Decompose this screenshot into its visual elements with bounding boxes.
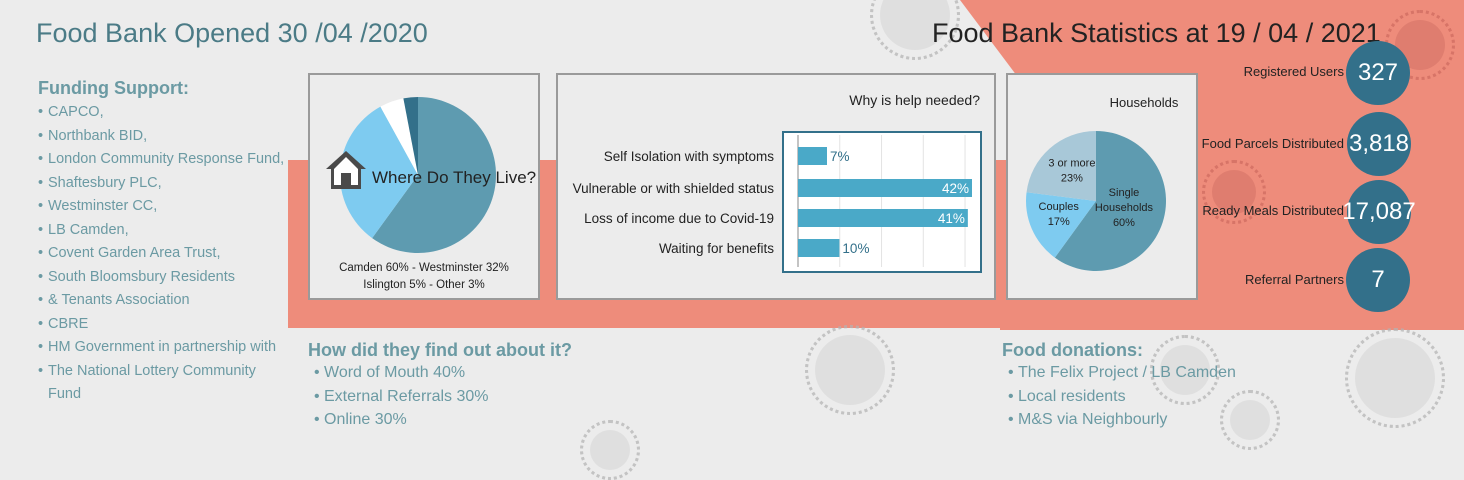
stat-value-food-parcels: 3,818 <box>1347 112 1411 176</box>
funding-list: CAPCO, Northbank BID, London Community R… <box>38 101 288 407</box>
stat-value-referral-partners: 7 <box>1346 248 1410 312</box>
donations-list: The Felix Project / LB Camden Local resi… <box>1008 361 1262 432</box>
donations-heading: Food donations: <box>1002 340 1143 360</box>
pie-slice-camden <box>372 97 496 253</box>
list-item: Covent Garden Area Trust, <box>38 242 288 266</box>
list-item: CBRE <box>38 313 288 337</box>
virus-icon <box>1345 328 1445 428</box>
bar-category-label: Self Isolation with symptoms <box>604 149 775 164</box>
bar-category-label: Waiting for benefits <box>659 241 774 256</box>
list-item: External Referrals 30% <box>314 385 628 409</box>
list-item-continuation: & Tenants Association <box>38 289 288 313</box>
stat-value-ready-meals: 17,087 <box>1342 180 1416 244</box>
pie-slice-islington <box>380 98 418 175</box>
virus-icon <box>805 325 895 415</box>
bar-category-label: Loss of income due to Covid-19 <box>584 211 774 226</box>
list-item: London Community Response Fund, <box>38 148 288 172</box>
pie-slice-3-or-more <box>1026 131 1096 201</box>
donations-section: Food donations: The Felix Project / LB C… <box>1002 340 1262 432</box>
funding-heading: Funding Support: <box>38 78 189 98</box>
bar <box>798 147 827 165</box>
bar-value-label: 10% <box>842 241 869 256</box>
list-item: Online 30% <box>314 408 628 432</box>
bar-value-label: 42% <box>942 181 969 196</box>
stat-label-ready-meals: Ready Meals Distributed <box>1202 203 1344 218</box>
opened-title: Food Bank Opened 30 /04 /2020 <box>36 18 428 48</box>
list-item: Westminster CC, <box>38 195 288 219</box>
stat-label-registered-users: Registered Users <box>1243 64 1344 79</box>
list-item: CAPCO, <box>38 101 288 125</box>
virus-icon <box>1202 160 1266 224</box>
stat-label-food-parcels: Food Parcels Distributed <box>1201 136 1344 151</box>
bar-value-label: 41% <box>938 211 965 226</box>
virus-icon <box>580 420 640 480</box>
find-out-heading: How did they find out about it? <box>308 340 572 360</box>
bar <box>798 239 840 257</box>
list-item: M&S via Neighbourly <box>1008 408 1262 432</box>
pie-slice-label: Single Households 60% <box>1095 187 1154 229</box>
where-live-pie-chart: Where Do They Live? Camden 60% - Westmin… <box>326 97 536 291</box>
list-item: Shaftesbury PLC, <box>38 172 288 196</box>
pie-slice-label: Couples 17% <box>1039 201 1080 228</box>
list-item: The Felix Project / LB Camden <box>1008 361 1262 385</box>
list-item: Local residents <box>1008 385 1262 409</box>
bar-value-label: 7% <box>830 149 850 164</box>
list-item: LB Camden, <box>38 219 288 243</box>
list-item: Word of Mouth 40% <box>314 361 628 385</box>
stat-label-referral-partners: Referral Partners <box>1245 272 1344 287</box>
find-out-section: How did they find out about it? Word of … <box>308 340 628 432</box>
where-live-title: Where Do They Live? <box>372 168 536 187</box>
households-pie-chart: Households Single Households 60% Couples 17%… <box>1026 95 1179 271</box>
bar <box>798 179 972 197</box>
find-out-list: Word of Mouth 40% External Referrals 30%… <box>314 361 628 432</box>
households-title: Households <box>1110 95 1179 110</box>
where-live-panel: Where Do They Live? Camden 60% - Westmin… <box>308 73 540 300</box>
bar-category-label: Vulnerable or with shielded status <box>573 181 775 196</box>
pie-slice-single-households <box>1054 131 1166 271</box>
why-help-panel: Why is help needed? Self Isolation with … <box>556 73 996 300</box>
where-live-caption-2: Islington 5% - Other 3% <box>363 279 484 291</box>
house-icon <box>326 151 366 189</box>
statistics-title: Food Bank Statistics at 19 / 04 / 2021 <box>932 18 1381 48</box>
stat-value-registered-users: 327 <box>1346 41 1410 105</box>
pie-slice-other <box>403 97 418 175</box>
bar <box>798 209 968 227</box>
list-item: Northbank BID, <box>38 125 288 149</box>
pie-slice-couples <box>1026 192 1096 258</box>
funding-section: Funding Support: CAPCO, Northbank BID, L… <box>38 78 288 407</box>
list-item: South Bloomsbury Residents <box>38 266 288 290</box>
households-panel: Households Single Households 60% Couples 17%… <box>1006 73 1198 300</box>
pie-slice-label: 3 or more 23% <box>1048 158 1095 185</box>
why-help-title: Why is help needed? <box>849 92 980 108</box>
why-help-bar-chart: Self Isolation with symptoms 7% Vulnerable… <box>573 135 972 267</box>
where-live-caption-1: Camden 60% - Westminster 32% <box>339 262 509 274</box>
pie-slice-westminster <box>340 106 418 239</box>
list-item-continuation: The National Lottery Community Fund <box>38 360 288 407</box>
list-item: HM Government in partnership with <box>38 336 288 360</box>
